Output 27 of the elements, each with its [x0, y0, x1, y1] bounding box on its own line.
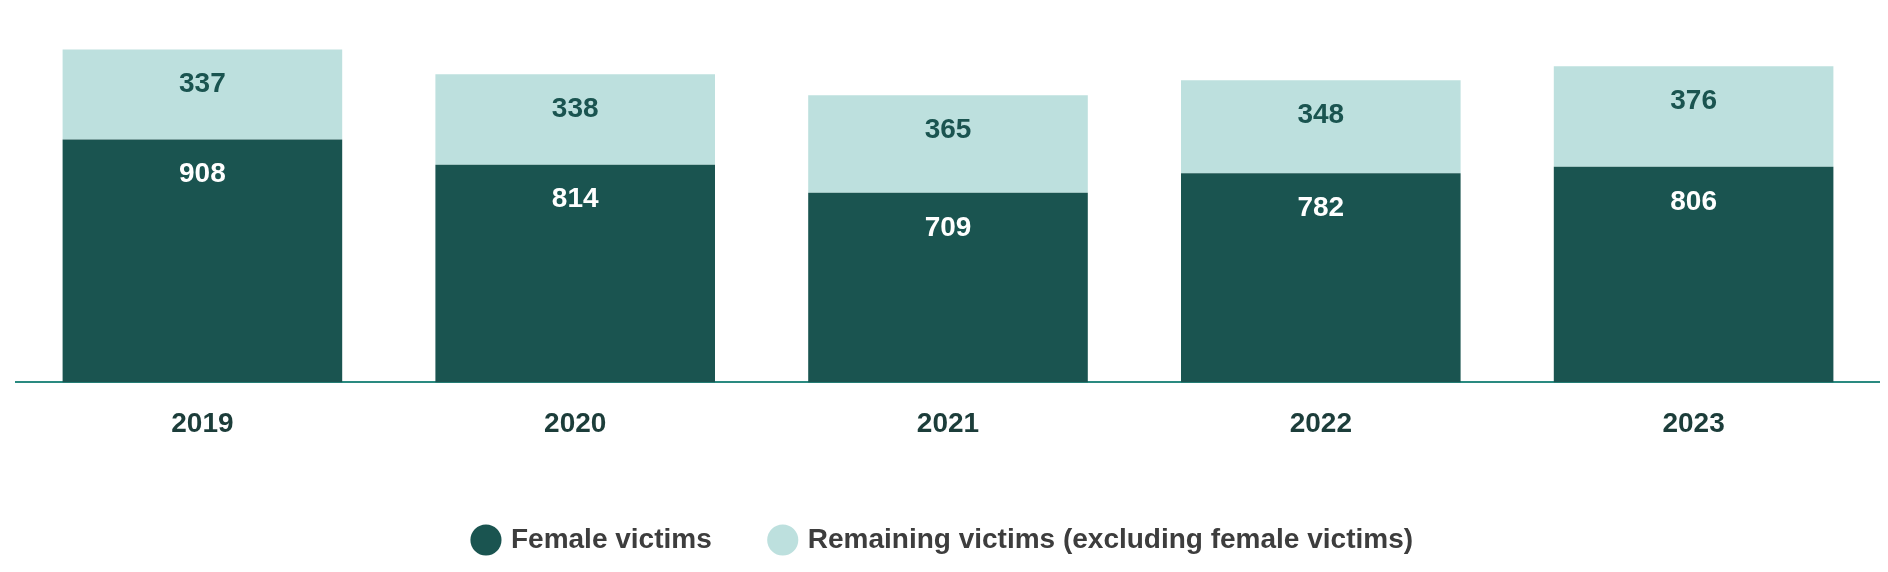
x-tick-label: 2020	[544, 406, 607, 438]
legend-label: Female victims	[510, 522, 712, 554]
bar	[62, 49, 343, 140]
data-label: 338	[551, 92, 599, 124]
data-label: 337	[179, 67, 226, 99]
bar	[62, 139, 343, 383]
data-label: 348	[1297, 97, 1345, 129]
data-label: 908	[179, 157, 226, 189]
bar	[435, 164, 715, 383]
data-label: 806	[1670, 184, 1717, 216]
data-label: 814	[551, 182, 599, 214]
bar	[435, 74, 715, 165]
legend-label: Remaining victims (excluding female victims)	[807, 522, 1414, 554]
data-label: 709	[924, 210, 972, 242]
bar	[1181, 173, 1461, 383]
bar	[808, 95, 1088, 193]
bar	[1553, 66, 1834, 167]
data-label: 782	[1297, 190, 1345, 222]
x-tick-label: 2021	[916, 406, 980, 438]
bar	[808, 192, 1088, 383]
x-tick-label: 2023	[1662, 406, 1725, 438]
bar	[1181, 80, 1461, 174]
x-tick-label: 2019	[171, 406, 234, 438]
data-label: 365	[924, 112, 972, 144]
x-tick-label: 2022	[1289, 406, 1352, 438]
data-label: 376	[1670, 84, 1717, 116]
bar	[1553, 166, 1834, 383]
